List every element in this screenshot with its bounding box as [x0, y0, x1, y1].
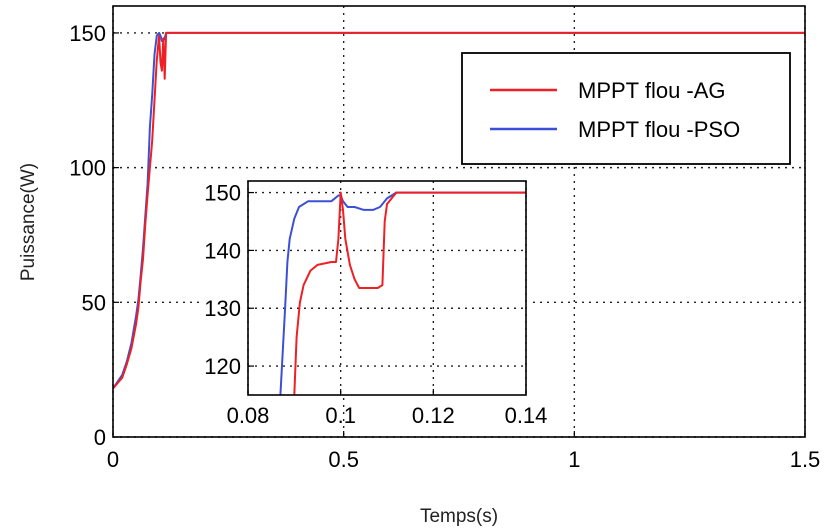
inset-xtick-label-1: 0.1 [325, 403, 356, 428]
main-xtick-label-1: 0.5 [328, 447, 359, 472]
main-tick-labels: 0 0.5 1 1.5 0 50 100 150 [69, 21, 820, 472]
inset-xtick-label-0: 0.08 [227, 403, 270, 428]
main-xtick-label-2: 1 [568, 447, 580, 472]
main-ytick-label-3: 150 [69, 21, 106, 46]
inset-series-ag-line [293, 191, 526, 396]
legend-label-pso: MPPT flou -PSO [578, 117, 740, 142]
main-ytick-label-1: 50 [82, 290, 106, 315]
inset-tick-labels: 0.08 0.1 0.12 0.14 120 130 140 150 [204, 181, 547, 428]
legend-box [461, 52, 791, 165]
inset-series-lines [279, 191, 526, 396]
inset-ytick-label-1: 130 [204, 296, 241, 321]
inset-frame [247, 180, 527, 396]
main-xtick-label-0: 0 [107, 447, 119, 472]
main-series-ag-line [112, 31, 805, 390]
main-plot-frame [112, 5, 806, 438]
inset-ytick-label-3: 150 [204, 181, 241, 206]
x-axis-label: Temps(s) [420, 506, 498, 527]
inset-xtick-label-3: 0.14 [505, 403, 548, 428]
inset-plot: 0.08 0.1 0.12 0.14 120 130 140 150 [203, 177, 547, 428]
inset-ytick-label-2: 140 [204, 238, 241, 263]
inset-xtick-label-2: 0.12 [412, 403, 455, 428]
y-axis-label: Puissance(W) [18, 163, 39, 281]
main-series-lines [112, 31, 805, 390]
main-xtick-label-3: 1.5 [790, 447, 821, 472]
legend-label-ag: MPPT flou -AG [578, 78, 726, 103]
main-ytick-label-0: 0 [94, 425, 106, 450]
inset-ytick-label-0: 120 [204, 354, 241, 379]
legend: MPPT flou -AG MPPT flou -PSO [461, 52, 791, 165]
main-ytick-label-2: 100 [69, 156, 106, 181]
